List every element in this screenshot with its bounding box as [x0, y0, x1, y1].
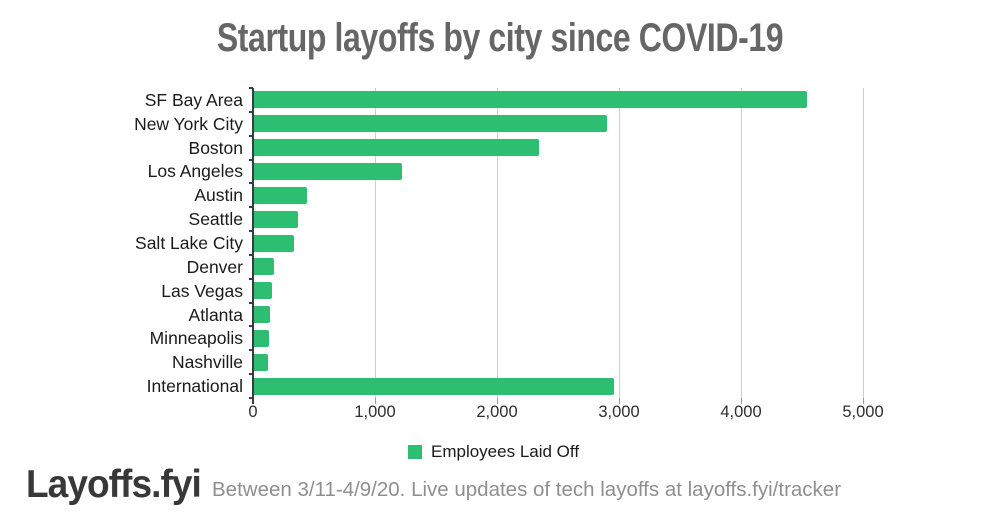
- y-tick-mark: [249, 397, 253, 399]
- bar-seattle[interactable]: [254, 210, 298, 228]
- gridline: [497, 88, 498, 398]
- y-tick-mark: [249, 230, 253, 233]
- legend-swatch-icon: [408, 445, 422, 459]
- x-tick-mark: [252, 398, 254, 404]
- x-tick-mark: [619, 398, 620, 404]
- y-tick-mark: [249, 134, 253, 137]
- bar-las-vegas[interactable]: [254, 282, 273, 300]
- bar-new-york-city[interactable]: [254, 115, 607, 133]
- x-tick-label: 2,000: [476, 403, 518, 421]
- x-tick-label: 1,000: [354, 403, 396, 421]
- bar-minneapolis[interactable]: [254, 329, 269, 347]
- category-label: New York City: [134, 113, 243, 134]
- gridline: [863, 88, 864, 398]
- category-label: Salt Lake City: [135, 233, 243, 253]
- gridline: [741, 88, 742, 398]
- category-label: Minneapolis: [149, 328, 243, 349]
- x-tick-mark: [863, 398, 864, 404]
- x-tick-label: 5,000: [842, 403, 884, 421]
- footer-note: Between 3/11-4/9/20. Live updates of tec…: [212, 478, 842, 501]
- y-tick-mark: [249, 301, 253, 304]
- y-axis-labels: SF Bay Area New York City Boston Los Angele…: [0, 88, 243, 398]
- x-tick-mark: [375, 398, 376, 404]
- category-label: International: [146, 376, 243, 397]
- category-label: Atlanta: [188, 304, 243, 325]
- bar-los-angeles[interactable]: [254, 162, 402, 180]
- y-tick-mark: [249, 277, 253, 280]
- bar-denver[interactable]: [254, 258, 274, 276]
- y-tick-mark: [249, 87, 253, 89]
- category-label: Austin: [194, 185, 243, 206]
- legend[interactable]: Employees Laid Off: [408, 442, 579, 462]
- y-tick-mark: [249, 206, 253, 209]
- y-tick-mark: [249, 373, 253, 376]
- category-label: Boston: [188, 137, 243, 158]
- plot-area: [249, 87, 985, 404]
- y-axis-line: [252, 88, 254, 398]
- y-tick-mark: [249, 158, 253, 161]
- y-tick-mark: [249, 182, 253, 185]
- x-tick-label: 0: [248, 403, 258, 421]
- gridline: [375, 88, 376, 398]
- x-tick-label: 3,000: [598, 403, 640, 421]
- y-tick-mark: [249, 253, 253, 256]
- x-tick-mark: [497, 398, 498, 404]
- y-tick-mark: [249, 110, 253, 113]
- bar-nashville[interactable]: [254, 353, 269, 371]
- y-tick-mark: [249, 349, 253, 352]
- legend-label: Employees Laid Off: [431, 442, 580, 461]
- gridline: [619, 88, 620, 398]
- bar-sf-bay-area[interactable]: [254, 91, 807, 109]
- x-tick-mark: [741, 398, 742, 404]
- layoffs-fyi-logo: Layoffs.fyi: [26, 463, 202, 506]
- category-label: SF Bay Area: [144, 89, 243, 110]
- bar-boston[interactable]: [254, 139, 540, 157]
- category-label: Nashville: [172, 352, 243, 373]
- bar-salt-lake-city[interactable]: [254, 234, 294, 252]
- category-label: Seattle: [188, 209, 243, 230]
- category-label: Los Angeles: [147, 161, 243, 182]
- chart-title: Startup layoffs by city since COVID-19: [216, 16, 784, 60]
- bar-international[interactable]: [254, 377, 614, 395]
- bar-austin[interactable]: [254, 186, 308, 204]
- x-tick-label: 4,000: [720, 403, 762, 421]
- category-label: Denver: [186, 256, 243, 277]
- category-label: Las Vegas: [161, 280, 243, 301]
- bar-atlanta[interactable]: [254, 306, 271, 324]
- y-tick-mark: [249, 325, 253, 328]
